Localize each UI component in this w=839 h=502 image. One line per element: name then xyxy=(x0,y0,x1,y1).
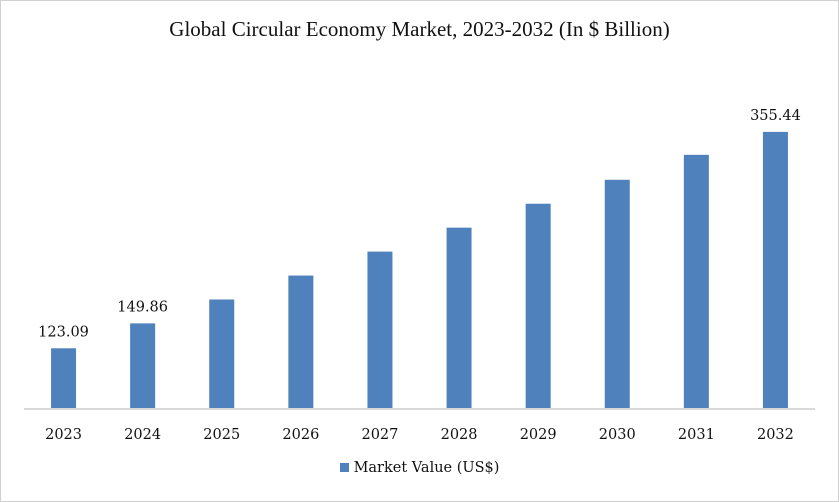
legend-label: Market Value (US$) xyxy=(353,460,500,476)
x-tick-label: 2024 xyxy=(124,427,161,443)
x-tick-label: 2029 xyxy=(520,427,557,443)
bar-2025 xyxy=(209,299,235,408)
x-tick-label: 2027 xyxy=(361,427,398,443)
bar-2029 xyxy=(525,203,551,408)
chart-title: Global Circular Economy Market, 2023-203… xyxy=(169,17,670,41)
bar-2030 xyxy=(604,179,630,408)
bar-2023 xyxy=(51,348,77,408)
bar-2031 xyxy=(683,154,709,408)
bar-2027 xyxy=(367,251,393,408)
x-tick-label: 2023 xyxy=(45,427,82,443)
bar-2032 xyxy=(762,131,788,408)
data-label: 123.09 xyxy=(38,324,89,340)
x-tick-label: 2032 xyxy=(757,427,794,443)
x-tick-label: 2031 xyxy=(678,427,715,443)
legend-swatch xyxy=(339,463,349,472)
data-label: 355.44 xyxy=(750,108,801,124)
legend: Market Value (US$) xyxy=(1,460,838,476)
x-tick-label: 2026 xyxy=(282,427,319,443)
x-tick-label: 2028 xyxy=(441,427,478,443)
bar-2024 xyxy=(130,323,156,408)
data-label: 149.86 xyxy=(117,299,168,315)
bar-2026 xyxy=(288,275,314,408)
x-tick-label: 2030 xyxy=(599,427,636,443)
bar-2028 xyxy=(446,227,472,408)
x-tick-label: 2025 xyxy=(203,427,240,443)
